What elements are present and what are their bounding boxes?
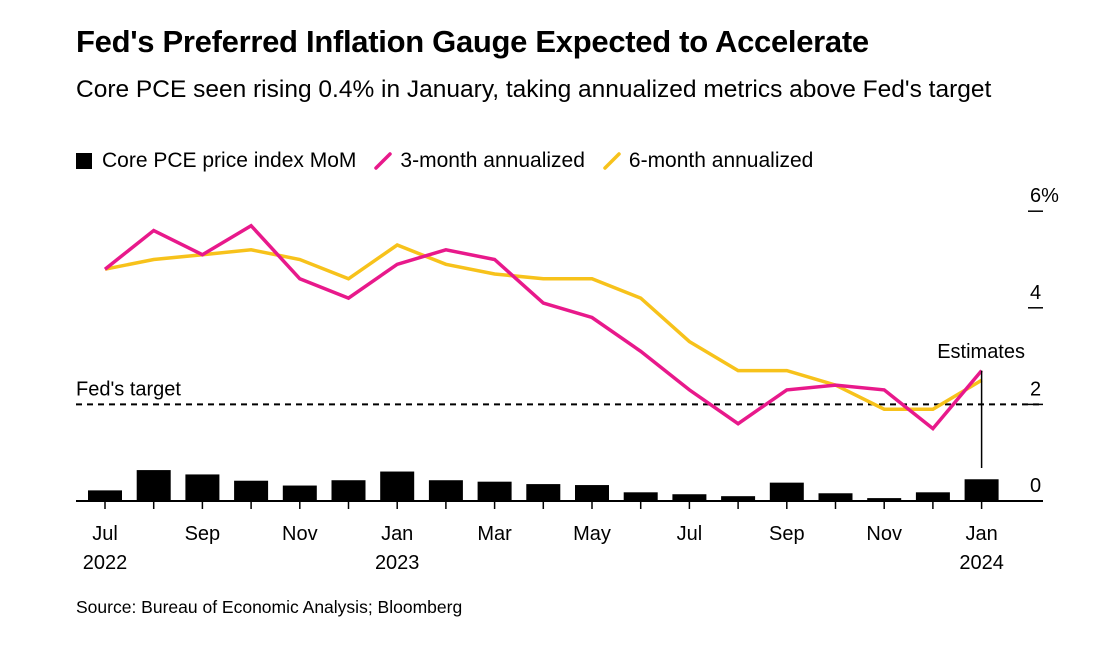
x-tick-label-jan-2023: Jan (381, 523, 413, 545)
legend-item-3month: 3-month annualized (374, 149, 585, 173)
bar-dec-2022 (331, 480, 366, 501)
legend-swatch-bar (76, 153, 92, 169)
x-tick-label-may: May (573, 523, 611, 545)
x-tick-year-2024: 2024 (959, 552, 1004, 574)
x-tick-year-2023: 2023 (375, 552, 420, 574)
legend-item-6month: 6-month annualized (603, 149, 813, 173)
x-tick-label-mar: Mar (477, 523, 512, 545)
bar-jun-2023 (623, 492, 658, 501)
y-tick-label-4: 4 (1030, 282, 1041, 304)
x-tick-label-nov: Nov (866, 523, 902, 545)
line-3-month-annualized (103, 223, 983, 432)
bar-sep-2022 (185, 474, 220, 501)
y-tick-label-6: 6% (1030, 185, 1059, 207)
bar-oct-2023 (818, 493, 853, 501)
legend-swatch-6month (603, 152, 621, 170)
bar-feb-2023 (428, 480, 463, 501)
x-tick-label-jul: Jul (677, 523, 703, 545)
bar-may-2023 (575, 485, 609, 501)
bar-aug-2022 (136, 470, 171, 501)
x-tick-label-sep: Sep (185, 523, 221, 545)
x-tick-label-sep: Sep (769, 523, 805, 545)
bar-mar-2023 (477, 481, 512, 501)
x-tick-label-jan-2024: Jan (965, 523, 997, 545)
bar-jul-2023 (672, 494, 707, 501)
fed-target-label: Fed's target (76, 378, 181, 400)
legend-item-bar: Core PCE price index MoM (76, 149, 356, 173)
bar-sep-2023 (769, 482, 804, 501)
legend-label-6month: 6-month annualized (628, 149, 814, 172)
bar-jul-2022 (88, 490, 122, 501)
chart-title: Fed's Preferred Inflation Gauge Expected… (76, 24, 869, 59)
bar-jan-2024 (964, 479, 999, 501)
bar-oct-2022 (234, 480, 269, 501)
bar-jan-2023 (380, 471, 415, 501)
legend: Core PCE price index MoM 3-month annuali… (76, 148, 831, 174)
bar-nov-2023 (867, 498, 902, 501)
chart-subtitle: Core PCE seen rising 0.4% in January, ta… (76, 76, 992, 103)
estimates-label: Estimates (937, 341, 1025, 363)
source-note: Source: Bureau of Economic Analysis; Blo… (76, 597, 463, 617)
y-tick-label-2: 2 (1030, 378, 1041, 400)
x-tick-label-nov: Nov (282, 523, 318, 545)
y-tick-label-0: 0 (1030, 475, 1041, 497)
bar-nov-2022 (282, 485, 317, 501)
legend-swatch-3month (374, 152, 393, 170)
bar-dec-2023 (915, 492, 950, 501)
x-tick-year-2022: 2022 (83, 552, 128, 574)
line-6-month-annualized (104, 243, 983, 411)
x-tick-label-jul-2022: Jul (92, 523, 118, 545)
legend-label-bar: Core PCE price index MoM (102, 149, 357, 172)
bar-apr-2023 (526, 484, 561, 501)
legend-label-3month: 3-month annualized (400, 149, 585, 172)
bar-aug-2023 (721, 496, 756, 501)
